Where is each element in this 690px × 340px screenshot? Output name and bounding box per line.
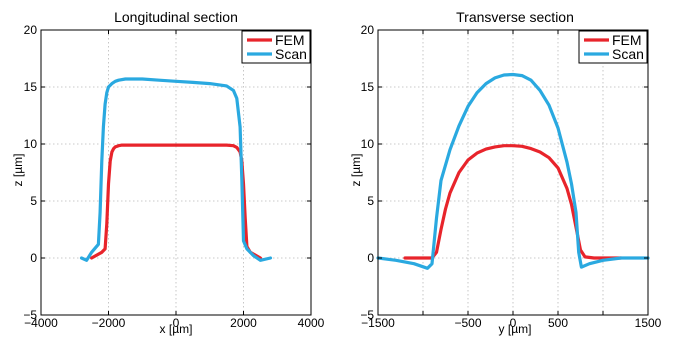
legend-label-fem: FEM xyxy=(275,32,305,48)
y-tick-label: 0 xyxy=(30,251,37,265)
x-tick-label: 500 xyxy=(548,316,568,330)
x-tick-label: 0 xyxy=(173,316,180,330)
y-tick-label: 20 xyxy=(24,23,38,37)
y-tick-label: −5 xyxy=(360,308,374,322)
x-tick-label: −500 xyxy=(454,316,481,330)
ticks: −1500 −500 0 500 1500 −5 0 5 10 15 20 xyxy=(360,23,661,330)
series-line-scan xyxy=(79,77,273,262)
y-axis-label: z [µm] xyxy=(11,154,25,187)
x-tick-label: −4000 xyxy=(24,316,58,330)
x-tick-label: 1500 xyxy=(635,316,662,330)
chart-longitudinal-section: Longitudinal section x [µm] z [µm] −4000… xyxy=(11,9,325,336)
series-layer xyxy=(79,77,273,262)
legend-box xyxy=(241,30,311,64)
x-axis-label: x [µm] xyxy=(160,322,193,336)
x-tick-label: 0 xyxy=(510,316,517,330)
y-tick-label: −5 xyxy=(23,308,37,322)
y-tick-label: 5 xyxy=(30,194,37,208)
y-tick-label: 15 xyxy=(361,80,375,94)
legend-label-scan: Scan xyxy=(612,46,644,62)
y-tick-label: 10 xyxy=(361,137,375,151)
plot-frame xyxy=(40,29,312,316)
y-tick-label: 0 xyxy=(367,251,374,265)
grid xyxy=(41,30,311,315)
x-tick-label: 2000 xyxy=(230,316,257,330)
legend-label-scan: Scan xyxy=(275,46,307,62)
chart-title: Transverse section xyxy=(456,9,574,25)
y-tick-label: 10 xyxy=(24,137,38,151)
x-axis-label: y [µm] xyxy=(499,322,532,336)
x-tick-label: 4000 xyxy=(298,316,325,330)
ticks: −4000 −2000 0 2000 4000 −5 0 5 10 15 20 xyxy=(23,23,324,330)
y-tick-label: 5 xyxy=(367,194,374,208)
plot-frame xyxy=(377,29,649,316)
legend-box xyxy=(578,30,648,64)
series-layer xyxy=(376,72,650,270)
series-line-scan xyxy=(376,72,650,270)
x-tick-label: −1500 xyxy=(361,316,395,330)
chart-title: Longitudinal section xyxy=(114,9,238,25)
y-tick-label: 20 xyxy=(361,23,375,37)
grid xyxy=(378,30,648,315)
y-tick-label: 15 xyxy=(24,80,38,94)
y-axis-label: z [µm] xyxy=(349,154,363,187)
legend-label-fem: FEM xyxy=(612,32,642,48)
x-tick-label: −2000 xyxy=(92,316,126,330)
chart-transverse-section: Transverse section y [µm] z [µm] −1500 −5… xyxy=(349,9,662,336)
